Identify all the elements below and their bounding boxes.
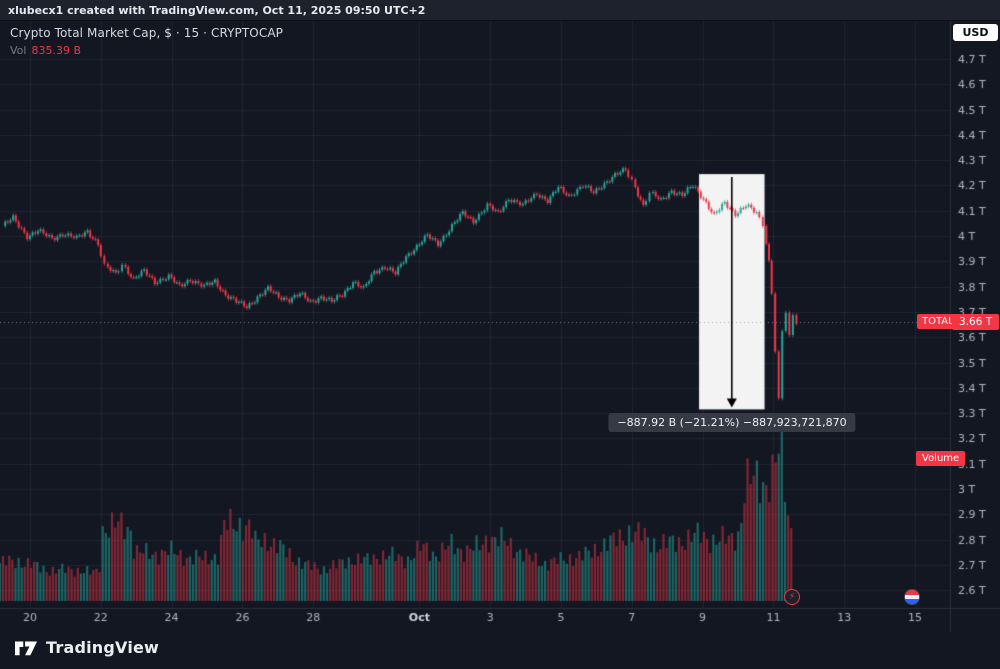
lightning-event-icon[interactable]: ⚡ xyxy=(784,589,800,605)
attribution-text: xlubecx1 created with TradingView.com, O… xyxy=(8,4,426,17)
symbol-title[interactable]: Crypto Total Market Cap, $ · 15 · CRYPTO… xyxy=(10,26,283,40)
vol-label: Vol xyxy=(10,44,27,57)
chart-legend: Crypto Total Market Cap, $ · 15 · CRYPTO… xyxy=(10,26,283,57)
currency-usd-button[interactable]: USD xyxy=(953,24,998,41)
tradingview-logo-mark xyxy=(15,641,37,656)
tradingview-logo[interactable]: TradingView xyxy=(14,636,159,658)
vol-value: 835.39 B xyxy=(31,44,82,57)
measure-tooltip: −887.92 B (−21.21%) −887,923,721,870 xyxy=(608,413,856,432)
volume-badge: Volume xyxy=(916,451,966,466)
attribution-bar: xlubecx1 created with TradingView.com, O… xyxy=(0,0,1000,21)
economic-event-icon[interactable] xyxy=(904,589,920,605)
lightning-glyph: ⚡ xyxy=(788,592,796,602)
brand-wordmark: TradingView xyxy=(46,637,160,657)
total-price-badge: TOTAL xyxy=(917,314,959,329)
volume-legend-row: Vol 835.39 B xyxy=(10,44,283,57)
total-price-axis-tag: 3.66 T xyxy=(952,314,1000,330)
